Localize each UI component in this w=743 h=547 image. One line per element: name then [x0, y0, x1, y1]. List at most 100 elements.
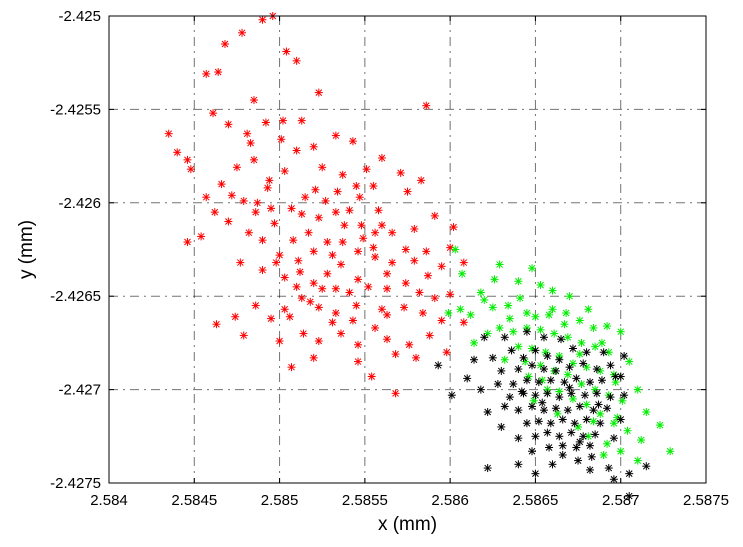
data-point [565, 363, 574, 372]
data-point [348, 137, 357, 146]
data-point [611, 372, 620, 381]
data-point [548, 460, 557, 469]
data-point [611, 378, 620, 387]
data-point [505, 314, 514, 323]
data-point [539, 333, 548, 342]
data-point [625, 357, 634, 366]
data-point [531, 346, 540, 355]
data-point [447, 391, 456, 400]
x-axis-label: x (mm) [378, 514, 437, 535]
data-point [437, 262, 446, 271]
data-point [459, 318, 468, 327]
data-point [277, 135, 286, 144]
data-point [620, 351, 629, 360]
data-point [289, 236, 298, 245]
x-tick-label: 2.5865 [512, 492, 558, 509]
data-point [292, 282, 301, 291]
data-point [522, 327, 531, 336]
data-point [522, 376, 531, 385]
data-point [504, 301, 513, 310]
data-point [314, 88, 323, 97]
data-point [507, 346, 516, 355]
data-point [311, 185, 320, 194]
data-point [278, 116, 287, 125]
data-point [383, 310, 392, 319]
data-point [558, 415, 567, 424]
data-point [586, 465, 595, 474]
data-point [331, 309, 340, 318]
data-point [599, 348, 608, 357]
data-point [239, 331, 248, 340]
data-point [224, 217, 233, 226]
data-point [603, 439, 612, 448]
data-point [582, 348, 591, 357]
data-point [616, 415, 625, 424]
data-point [476, 288, 485, 297]
data-point [314, 213, 323, 222]
data-point [539, 406, 548, 415]
data-point [558, 450, 567, 459]
data-point [591, 430, 600, 439]
data-point [214, 68, 223, 77]
data-point [173, 148, 182, 157]
data-point [336, 260, 345, 269]
data-point [599, 450, 608, 459]
data-point [514, 342, 523, 351]
data-point [579, 359, 588, 368]
data-point [625, 492, 634, 501]
data-point [582, 400, 591, 409]
data-point [516, 294, 525, 303]
data-point [391, 350, 400, 359]
data-point [497, 422, 506, 431]
data-point [589, 406, 598, 415]
data-point [584, 305, 593, 314]
data-point [531, 432, 540, 441]
data-point [470, 338, 479, 347]
data-point [514, 277, 523, 286]
data-point [294, 256, 303, 265]
data-point [528, 344, 537, 353]
data-point [383, 269, 392, 278]
data-point [299, 329, 308, 338]
data-point [297, 210, 306, 219]
data-point [422, 101, 431, 110]
data-point [287, 363, 296, 372]
data-point [417, 176, 426, 185]
data-point [383, 335, 392, 344]
data-point [197, 232, 206, 241]
data-point [586, 441, 595, 450]
data-point [572, 374, 581, 383]
data-point [236, 258, 245, 267]
data-point [261, 118, 270, 127]
data-point [270, 219, 279, 228]
data-point [231, 312, 240, 321]
data-point [258, 15, 267, 24]
data-point [449, 223, 458, 232]
data-point [577, 338, 586, 347]
data-point [586, 378, 595, 387]
data-point [306, 297, 315, 306]
data-point [563, 333, 572, 342]
data-point [575, 437, 584, 446]
data-point [323, 269, 332, 278]
data-point [239, 196, 248, 205]
data-point [186, 165, 195, 174]
data-point [321, 196, 330, 205]
y-axis-ticks: -2.425 -2.4255 -2.426 -2.4265 -2.427 -2.4275 [50, 8, 706, 492]
data-point [280, 273, 289, 282]
data-point [550, 329, 559, 338]
data-point [589, 417, 598, 426]
data-point [560, 378, 569, 387]
data-point [374, 206, 383, 215]
data-point [606, 361, 615, 370]
data-point [410, 256, 419, 265]
data-point [568, 394, 577, 403]
data-point [415, 288, 424, 297]
data-point [217, 180, 226, 189]
x-tick-label: 2.5845 [171, 492, 217, 509]
data-point [543, 389, 552, 398]
data-point [422, 247, 431, 256]
data-point [633, 456, 642, 465]
data-point [666, 447, 675, 456]
data-point [539, 365, 548, 374]
